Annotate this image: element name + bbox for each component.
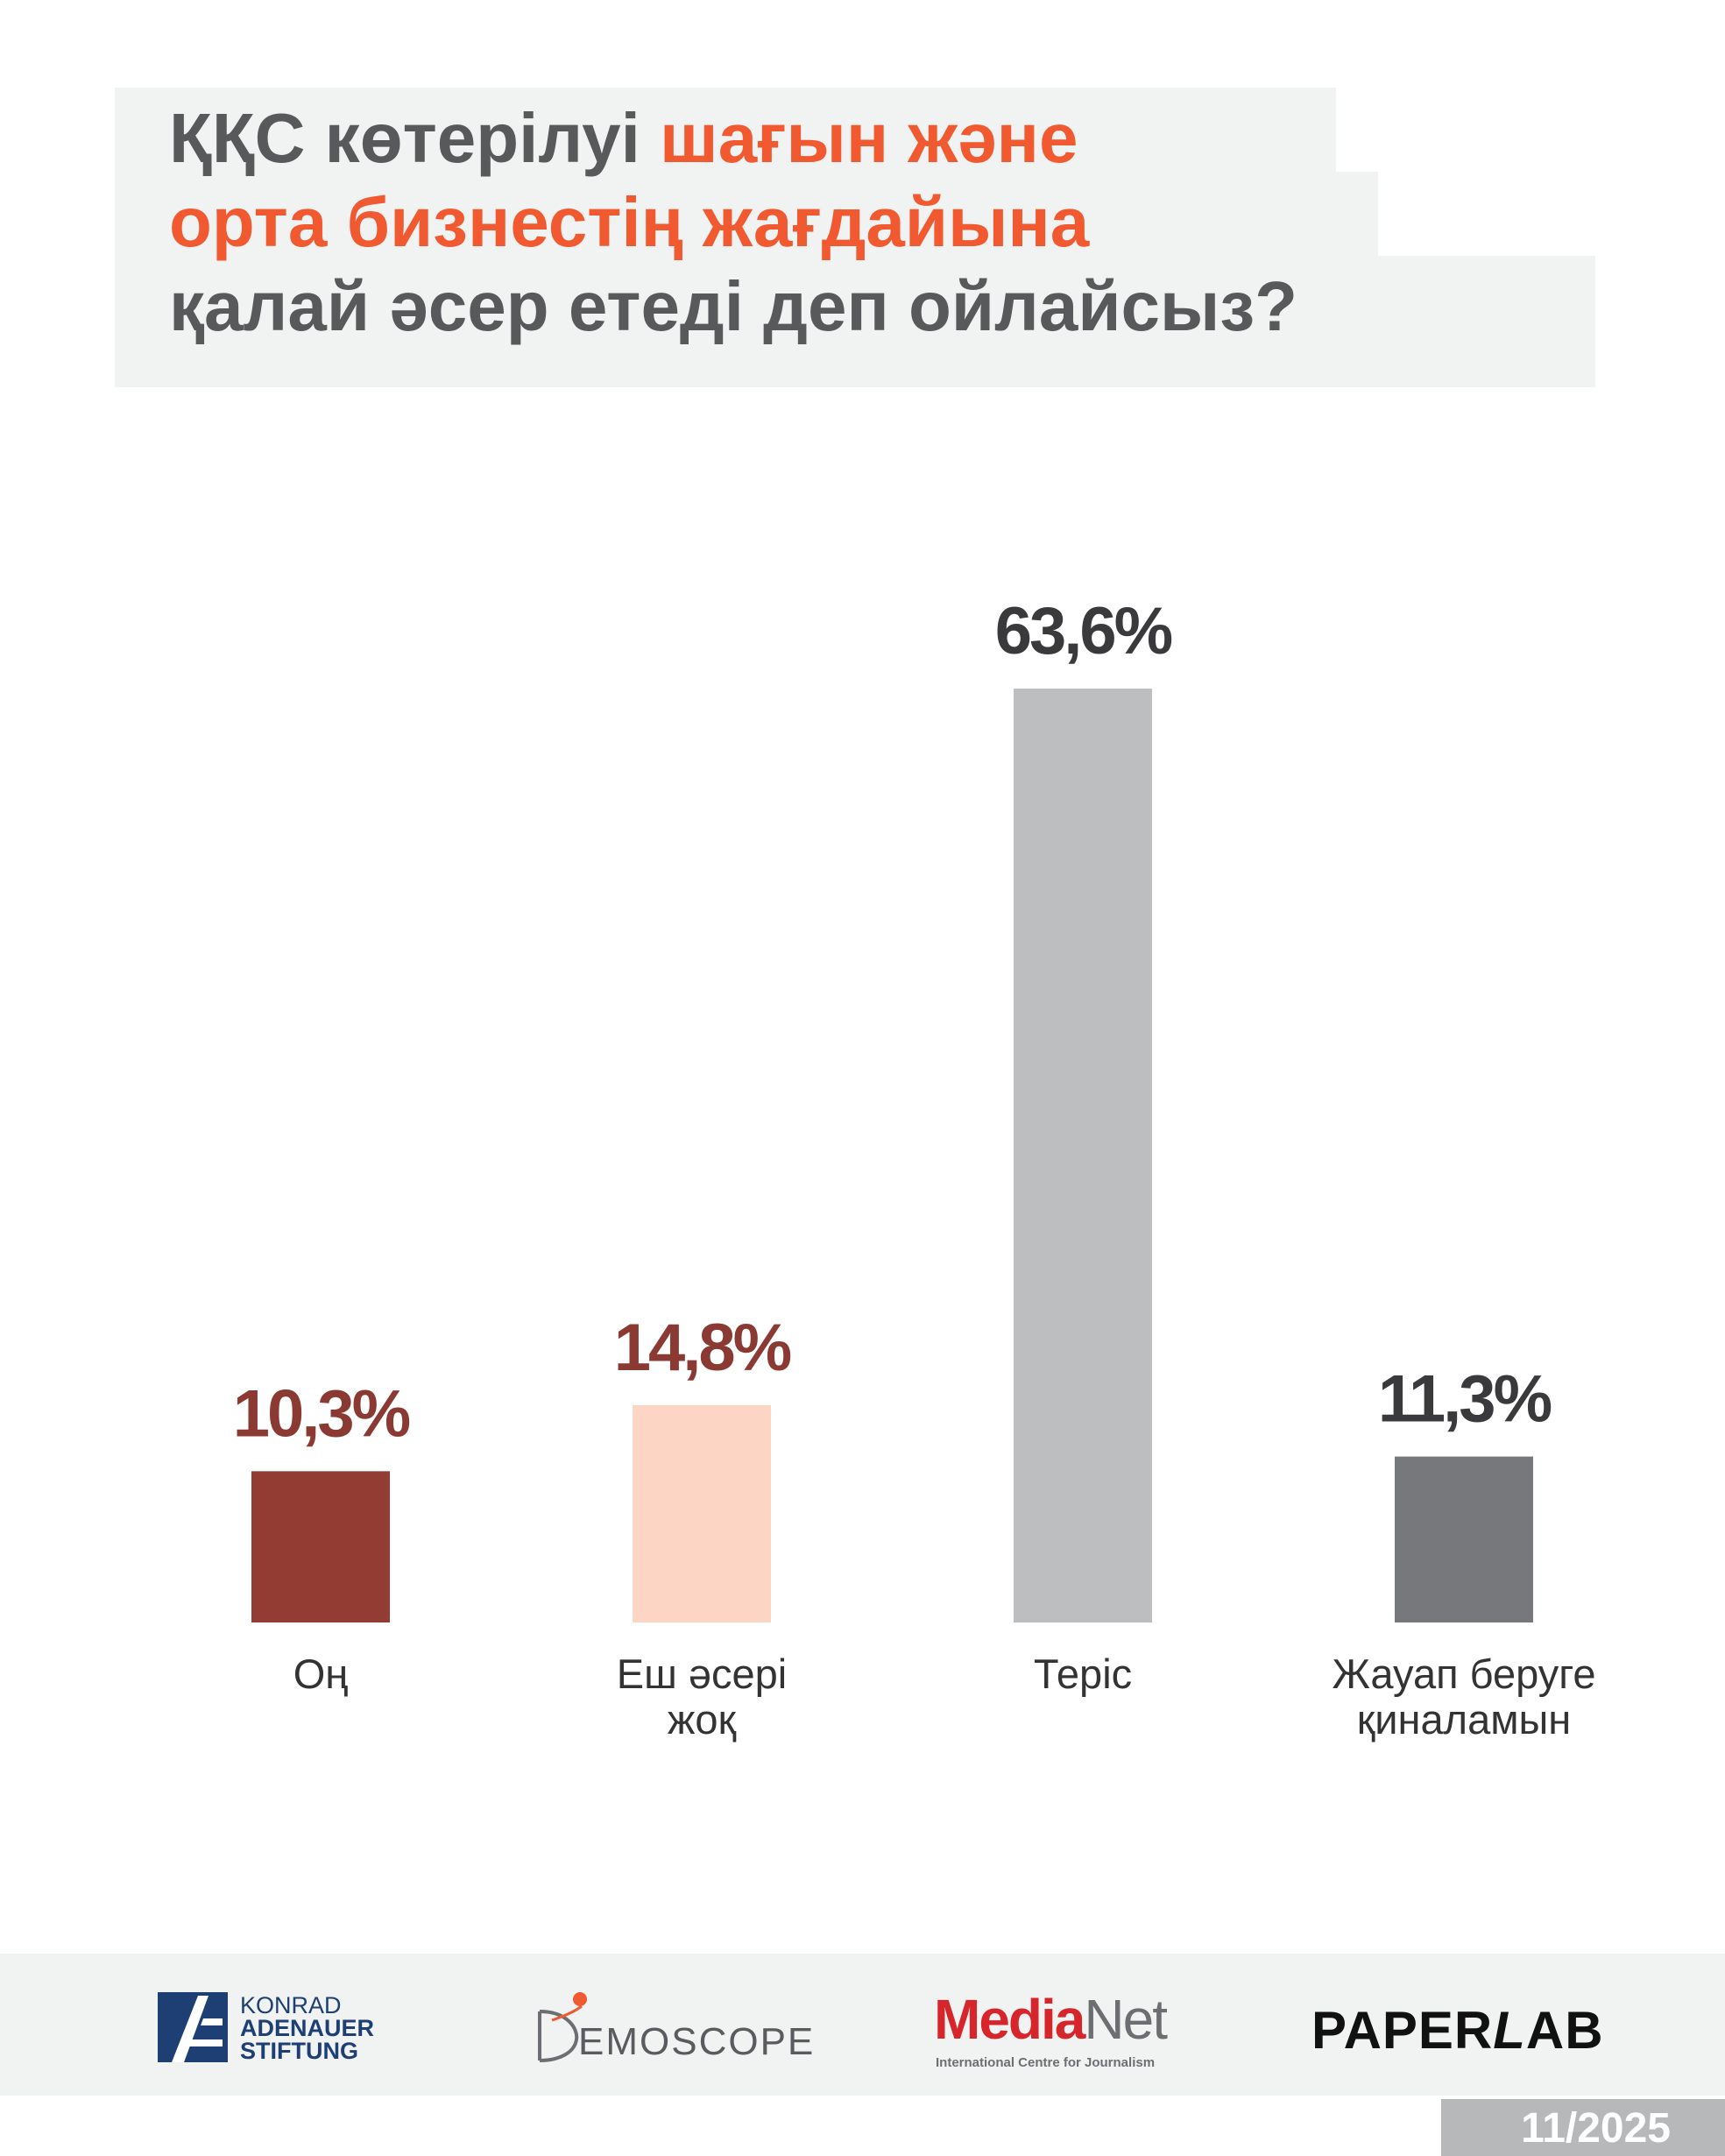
paperlab-paper: PAPER <box>1311 2001 1494 2060</box>
category-label-1: Оң <box>293 1651 349 1697</box>
title-background-line-1 <box>115 88 1336 173</box>
category-label-4-line-2: қиналамын <box>1357 1696 1572 1742</box>
date-badge: 11/2025 <box>1441 2099 1725 2156</box>
kas-line-1: KONRAD <box>240 1992 342 2018</box>
title-part-1: ҚҚС көтерілуі <box>169 99 661 177</box>
medianet-media: Media <box>934 1988 1085 2051</box>
title-accent-line-2: орта бизнестің жағдайына <box>169 183 1090 261</box>
demoscope-text: EMOSCOPE <box>578 2020 816 2063</box>
medianet-net: Net <box>1084 1988 1168 2051</box>
value-label-3: 63,6% <box>995 594 1172 668</box>
value-label-4: 11,3% <box>1378 1362 1552 1437</box>
paperlab-ab: AB <box>1525 2001 1604 2060</box>
category-label-4-line-1: Жауап беруге <box>1332 1651 1595 1697</box>
title-accent-line-1: шағын және <box>660 99 1078 177</box>
medianet-logo: MediaNet International Centre for Journa… <box>934 1989 1197 2076</box>
title-background-line-2 <box>115 172 1378 258</box>
kas-line-3: STIFTUNG <box>240 2038 358 2064</box>
konrad-adenauer-stiftung-logo: KONRAD ADENAUER STIFTUNG <box>158 1992 403 2066</box>
medianet-subtitle: International Centre for Journalism <box>936 2055 1156 2070</box>
bar-1 <box>251 1471 390 1622</box>
category-label-3: Теріс <box>1034 1651 1132 1697</box>
paperlab-logo: PAPERLAB <box>1311 2001 1603 2064</box>
category-label-2-line-1: Еш әсері <box>617 1651 787 1697</box>
bar-4 <box>1395 1456 1533 1622</box>
demoscope-logo-icon <box>538 1992 587 2062</box>
footer-logos-bar: KONRAD ADENAUER STIFTUNG EMOSCOPE MediaN… <box>0 1954 1725 2096</box>
category-label-2-line-2: жоқ <box>668 1696 737 1742</box>
demoscope-logo: EMOSCOPE <box>533 1985 813 2073</box>
kas-logo-icon <box>158 1992 228 2062</box>
value-label-2: 14,8% <box>614 1311 791 1385</box>
page-title: ҚҚС көтерілуі шағын және орта бизнестің … <box>169 96 1297 349</box>
paperlab-l: L <box>1493 2001 1526 2060</box>
bar-3 <box>1014 689 1152 1622</box>
title-background-line-3 <box>115 256 1595 387</box>
title-line-3: қалай әсер етеді деп ойлайсыз? <box>169 267 1297 345</box>
kas-line-2: ADENAUER <box>240 2015 375 2041</box>
value-label-1: 10,3% <box>233 1376 410 1451</box>
bar-2 <box>633 1404 771 1622</box>
date-text: 11/2025 <box>1521 2105 1671 2152</box>
